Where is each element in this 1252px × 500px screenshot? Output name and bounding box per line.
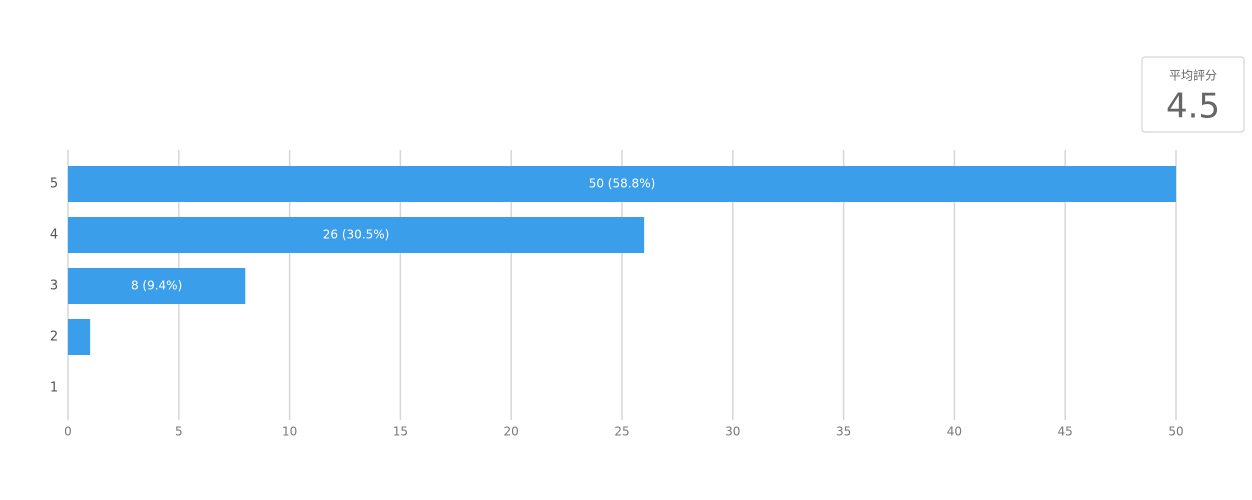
x-tick-label: 50: [1168, 425, 1183, 439]
x-tick-label: 30: [725, 425, 740, 439]
y-tick-label: 1: [50, 381, 58, 396]
x-tick-label: 20: [504, 425, 519, 439]
y-tick-label: 3: [50, 279, 58, 294]
value-label: 26 (30.5%): [323, 228, 390, 242]
x-tick-label: 35: [836, 425, 851, 439]
average-value: 4.5: [1166, 87, 1220, 127]
x-tick-label: 15: [393, 425, 408, 439]
value-label: 8 (9.4%): [131, 279, 182, 293]
y-tick-label: 4: [50, 228, 58, 243]
bar: [68, 166, 1176, 202]
bar: [68, 319, 91, 355]
y-tick-label: 5: [50, 177, 58, 192]
x-tick-label: 0: [64, 425, 72, 439]
y-tick-label: 2: [50, 330, 58, 345]
bar: [68, 268, 246, 304]
average-label: 平均評分: [1169, 68, 1217, 83]
average-box: [1141, 56, 1245, 133]
x-tick-label: 45: [1058, 425, 1073, 439]
value-label: 50 (58.8%): [589, 177, 656, 191]
x-tick-label: 25: [614, 425, 629, 439]
x-tick-label: 40: [947, 425, 962, 439]
x-tick-label: 10: [282, 425, 297, 439]
bar: [68, 217, 645, 253]
x-tick-label: 5: [175, 425, 183, 439]
